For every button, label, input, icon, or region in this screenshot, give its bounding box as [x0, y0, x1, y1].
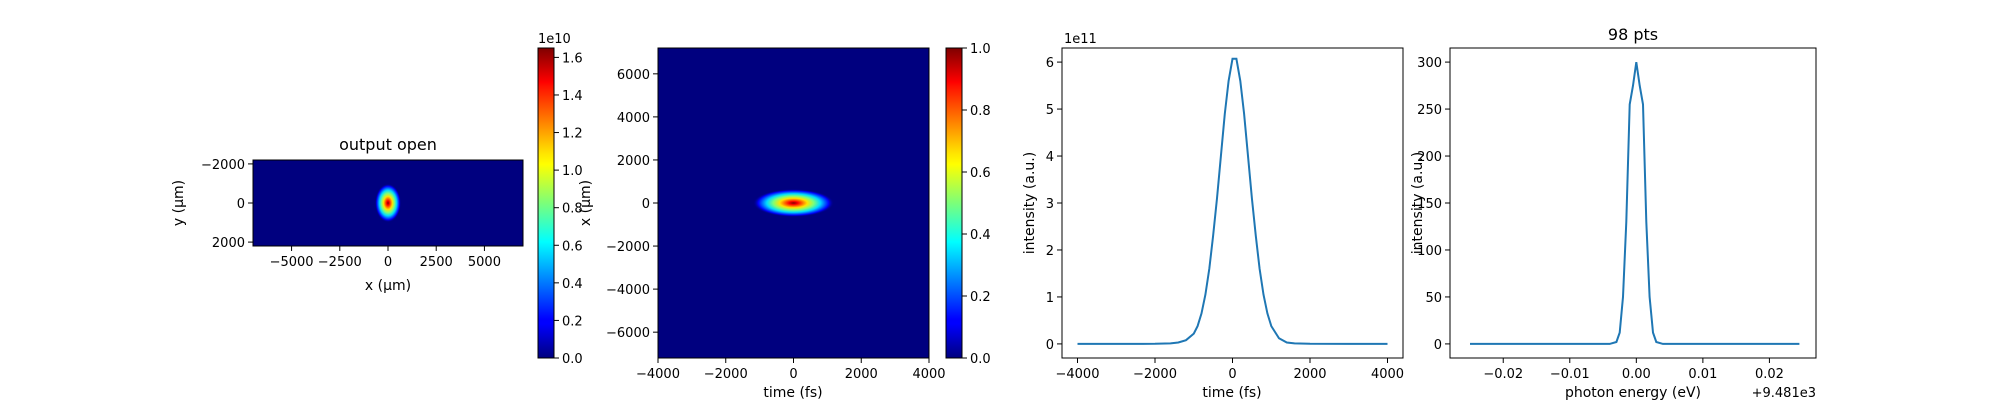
xtick-label: −0.01	[1550, 367, 1590, 382]
colorbar-tick-label: 0.8	[970, 104, 991, 119]
xtick-label: 0.01	[1688, 367, 1717, 382]
xtick-label: 4000	[1371, 367, 1404, 382]
panel4-title: 98 pts	[1608, 25, 1658, 44]
ytick-label: −6000	[606, 326, 650, 341]
panel1-title: output open	[339, 135, 437, 154]
panel2-ylabel: x (μm)	[578, 180, 594, 226]
colorbar-tick-label: 0.4	[970, 228, 991, 243]
colorbar-tick-label: 1.2	[562, 127, 583, 142]
xtick-label: 2000	[845, 367, 878, 382]
colorbar-tick-label: 0.6	[562, 239, 583, 254]
ytick-label: 250	[1417, 103, 1442, 118]
ytick-label: 5	[1046, 103, 1054, 118]
xtick-label: −5000	[270, 255, 314, 270]
ytick-label: −2000	[606, 240, 650, 255]
ytick-label: 3	[1046, 197, 1054, 212]
panel1-xlabel: x (μm)	[365, 278, 411, 294]
ytick-label: 0	[1046, 338, 1054, 353]
xtick-label: 2500	[420, 255, 453, 270]
ytick-label: 6000	[617, 68, 650, 83]
panel2-xticks: −4000 −2000 0 2000 4000	[636, 358, 946, 382]
panel2-yticks: −6000 −4000 −2000 0 2000 4000 6000	[606, 68, 658, 341]
xtick-label: 0	[1228, 367, 1236, 382]
xtick-label: 2000	[1293, 367, 1326, 382]
xtick-label: −0.02	[1483, 367, 1523, 382]
colorbar-tick-label: 0.8	[562, 202, 583, 217]
panel1-colorbar	[537, 47, 555, 359]
panel3-offset-text: 1e11	[1064, 32, 1097, 47]
panel-time-intensity: −4000 −2000 0 2000 4000 0 1 2 3 4 5 6 1e11 time (f…	[1022, 32, 1404, 400]
ytick-label: 4000	[617, 111, 650, 126]
panel3-yticks: 0 1 2 3 4 5 6	[1046, 56, 1062, 353]
panel1-colorbar-offset: 1e10	[538, 32, 571, 47]
panel1-colorbar-ticks: 0.0 0.2 0.4 0.6 0.8 1.0 1.2 1.4 1.6	[554, 51, 583, 367]
ytick-label: 200	[1417, 150, 1442, 165]
xtick-label: −4000	[1056, 367, 1100, 382]
xtick-label: 5000	[468, 255, 501, 270]
ytick-label: −2000	[201, 158, 245, 173]
colorbar-tick-label: 0.6	[970, 166, 991, 181]
ytick-label: 2000	[617, 154, 650, 169]
panel4-axes-frame	[1449, 47, 1817, 359]
colorbar-tick-label: 1.0	[562, 164, 583, 179]
panel4-xlabel: photon energy (eV)	[1565, 385, 1701, 400]
panel1-ylabel: y (μm)	[171, 180, 187, 226]
panel3-series-line	[1077, 57, 1388, 345]
ytick-label: 0	[642, 197, 650, 212]
panel1-xticks: −5000 −2500 0 2500 5000	[270, 246, 501, 270]
xtick-label: −2000	[704, 367, 748, 382]
xtick-label: −2500	[318, 255, 362, 270]
ytick-label: 50	[1425, 291, 1442, 306]
colorbar-tick-label: 1.0	[970, 42, 991, 57]
ytick-label: 4	[1046, 150, 1054, 165]
panel3-axes-frame	[1061, 47, 1404, 359]
panel4-xticks: −0.02 −0.01 0.00 0.01 0.02	[1483, 358, 1784, 382]
panel4-ylabel: intensity (a.u.)	[1410, 152, 1426, 254]
ytick-label: 2	[1046, 244, 1054, 259]
ytick-label: −4000	[606, 283, 650, 298]
xtick-label: 0.02	[1755, 367, 1784, 382]
panel4-yticks: 0 50 100 150 200 250 300	[1417, 56, 1450, 353]
colorbar-tick-label: 0.2	[562, 314, 583, 329]
ytick-label: 150	[1417, 197, 1442, 212]
panel-output-open: output open −5000 −2500 0 2500 5000 −2000 0 20…	[171, 32, 583, 367]
panel2-beam-spot	[752, 189, 835, 217]
panel1-yticks: −2000 0 2000	[201, 158, 253, 251]
panel3-xticks: −4000 −2000 0 2000 4000	[1056, 358, 1404, 382]
panel3-ylabel: intensity (a.u.)	[1022, 152, 1038, 254]
colorbar-tick-label: 0.0	[970, 352, 991, 367]
panel2-colorbar-ticks: 0.0 0.2 0.4 0.6 0.8 1.0	[962, 42, 991, 367]
colorbar-tick-label: 0.4	[562, 277, 583, 292]
ytick-label: 6	[1046, 56, 1054, 71]
panel1-beam-spot	[374, 183, 402, 223]
xtick-label: 0	[384, 255, 392, 270]
xtick-label: 4000	[912, 367, 945, 382]
panel2-xlabel: time (fs)	[763, 385, 822, 400]
ytick-label: 100	[1417, 244, 1442, 259]
panel3-xlabel: time (fs)	[1202, 385, 1261, 400]
xtick-label: 0	[789, 367, 797, 382]
colorbar-tick-label: 0.0	[562, 352, 583, 367]
ytick-label: 300	[1417, 56, 1442, 71]
colorbar-tick-label: 1.4	[562, 89, 583, 104]
xtick-label: −2000	[1133, 367, 1177, 382]
panel-spectrum: 98 pts −0.02 −0.01 0.00 0.01 0.02 0 50 100 150 2…	[1410, 25, 1817, 400]
panel-time-x-map: −4000 −2000 0 2000 4000 −6000 −4000 −2000 0 2000…	[578, 42, 991, 400]
ytick-label: 0	[237, 197, 245, 212]
panel4-offset-text: +9.481e3	[1752, 386, 1816, 400]
colorbar-tick-label: 1.6	[562, 51, 583, 66]
panel4-series-line	[1470, 61, 1800, 345]
xtick-label: 0.00	[1622, 367, 1651, 382]
xtick-label: −4000	[636, 367, 680, 382]
ytick-label: 1	[1046, 291, 1054, 306]
panel2-colorbar	[945, 47, 963, 359]
colorbar-tick-label: 0.2	[970, 290, 991, 305]
ytick-label: 0	[1434, 338, 1442, 353]
ytick-label: 2000	[212, 236, 245, 251]
